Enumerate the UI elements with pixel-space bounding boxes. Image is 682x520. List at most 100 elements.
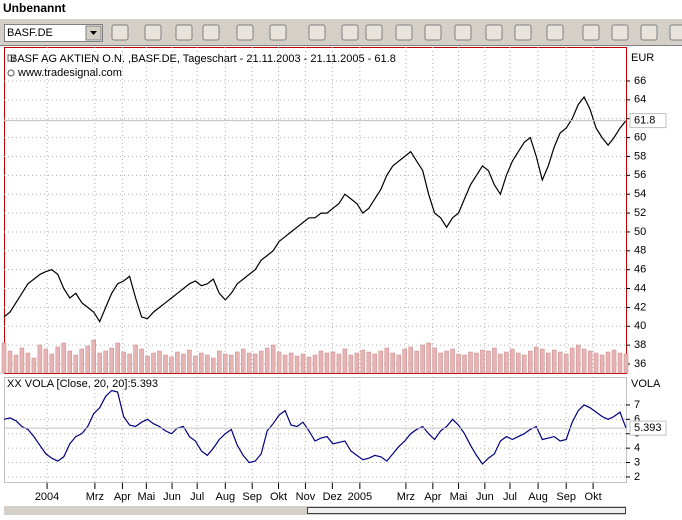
combobox-field[interactable] — [4, 24, 103, 42]
toolbar-button[interactable] — [514, 24, 532, 41]
volume-bar — [115, 342, 120, 374]
toolbar-button[interactable] — [582, 24, 600, 41]
series-line — [3, 95, 627, 323]
y-tick-label: 42 — [634, 301, 646, 313]
volume-bar — [575, 344, 581, 374]
volume-bar — [384, 347, 390, 374]
x-tick-label: Jul — [190, 491, 204, 503]
volume-bar — [258, 350, 264, 374]
volume-bar — [330, 351, 336, 374]
volume-bar — [240, 348, 246, 374]
volume-bar — [408, 346, 413, 374]
toolbar-button[interactable] — [269, 24, 287, 41]
volume-bar — [462, 354, 467, 374]
price-chart: 3638404244464850525456586062646661.8 — [1, 47, 667, 374]
volume-bar — [79, 348, 84, 374]
x-tick-label: 2004 — [35, 491, 59, 503]
volume-bar — [324, 352, 330, 374]
indicator-chart: 2345675.3932004MrzAprMaiJunJulAugSepOktN… — [3, 377, 667, 503]
toolbar-button[interactable] — [341, 24, 359, 41]
volume-bar — [175, 351, 180, 374]
volume-bar — [25, 352, 31, 374]
y-tick-label: 56 — [634, 169, 646, 181]
volume-bar — [546, 352, 551, 374]
toolbar-buttons — [111, 24, 682, 41]
x-tick-label: Apr — [114, 491, 131, 503]
last-value-label: 5.393 — [634, 422, 662, 434]
title-icon — [7, 54, 15, 62]
volume-bar — [187, 349, 192, 374]
volume-bar — [599, 354, 605, 374]
volume-bar — [414, 350, 419, 374]
x-tick-label: Okt — [270, 491, 287, 503]
volume-bar — [121, 351, 126, 374]
volume-bar — [420, 344, 425, 374]
volume-bar — [510, 348, 515, 374]
volume-bar — [49, 353, 55, 374]
toolbar-button[interactable] — [640, 24, 658, 41]
chart-title: BASF AG AKTIEN O.N. ,BASF.DE, Tageschart… — [10, 53, 396, 65]
volume-bar — [288, 352, 294, 374]
toolbar-button[interactable] — [308, 24, 326, 41]
volume-bar — [402, 348, 407, 374]
toolbar-button[interactable] — [365, 24, 383, 41]
volume-bar — [486, 350, 491, 374]
volume-bar — [354, 352, 360, 374]
scrollbar-thumb[interactable] — [307, 507, 626, 514]
volume-bar — [522, 354, 527, 374]
toolbar-button[interactable] — [546, 24, 564, 41]
toolbar-button[interactable] — [175, 24, 193, 41]
x-tick-label: Jul — [503, 491, 517, 503]
y-tick-label: 3 — [634, 456, 640, 468]
x-tick-label: Sep — [242, 491, 262, 503]
volume-bar — [223, 353, 228, 374]
y-tick-label: 64 — [634, 94, 646, 106]
volume-bar — [282, 354, 288, 374]
toolbar-button[interactable] — [669, 24, 682, 41]
toolbar-button[interactable] — [202, 24, 220, 41]
toolbar-button[interactable] — [454, 24, 472, 41]
volume-bar — [318, 350, 324, 374]
volume-bar — [211, 357, 216, 374]
symbol-combobox[interactable]: BASF.DE — [4, 24, 103, 42]
volume-bar — [157, 350, 162, 374]
toolbar-button[interactable] — [611, 24, 629, 41]
volume-bar — [450, 348, 455, 374]
last-value-box — [629, 420, 667, 436]
volume-bar — [390, 352, 395, 374]
volume-bar — [557, 351, 563, 374]
volume-bar — [163, 354, 168, 374]
last-value-box — [629, 113, 667, 129]
toolbar-button[interactable] — [144, 24, 162, 41]
y-tick-label: 54 — [634, 188, 646, 200]
volume-bar — [605, 351, 611, 374]
volume-bar — [181, 353, 186, 374]
volume-bar — [55, 346, 61, 374]
volume-bar — [294, 355, 300, 374]
volume-bar — [336, 353, 342, 374]
volume-bar — [217, 350, 222, 374]
volume-bar — [169, 356, 174, 374]
volume-bar — [396, 354, 401, 374]
volume-bar — [587, 350, 593, 374]
volume-bar — [540, 348, 545, 374]
volume-bar — [366, 351, 372, 374]
volume-bar — [617, 352, 623, 374]
x-tick-label: Dez — [323, 491, 343, 503]
toolbar-button[interactable] — [485, 24, 503, 41]
symbol-text[interactable]: BASF.DE — [7, 27, 53, 39]
x-tick-label: Apr — [424, 491, 441, 503]
toolbar-button[interactable] — [111, 24, 129, 41]
volume-bar — [456, 353, 461, 374]
copyright-icon — [7, 69, 15, 77]
volume-bar — [199, 352, 204, 374]
volume-bar — [73, 354, 79, 374]
volume-bar — [139, 348, 144, 374]
x-tick-label: 2005 — [348, 491, 372, 503]
y-tick-label: 52 — [634, 207, 646, 219]
volume-bar — [611, 349, 617, 374]
toolbar-button[interactable] — [424, 24, 442, 41]
toolbar-button[interactable] — [395, 24, 413, 41]
toolbar-button[interactable] — [236, 24, 254, 41]
